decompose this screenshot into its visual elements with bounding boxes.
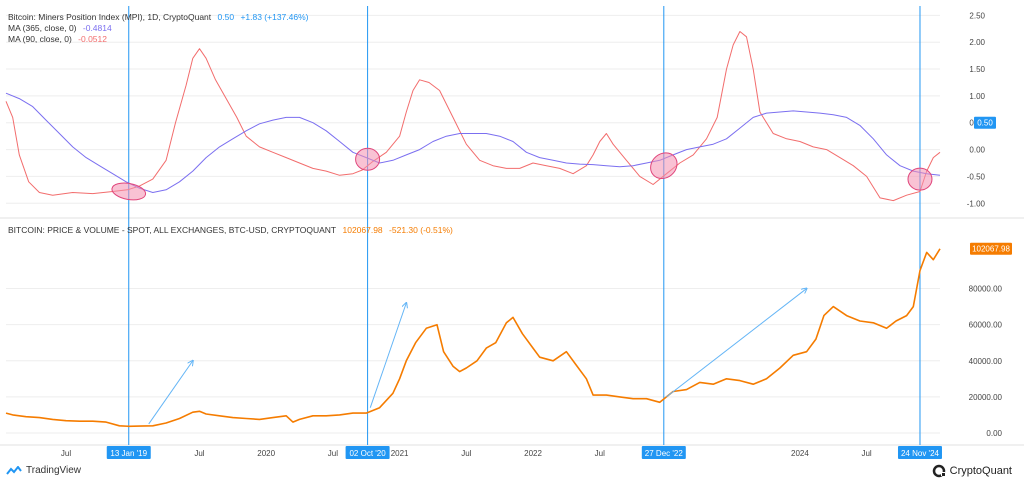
- x-tick-label: Jul: [328, 449, 338, 458]
- price-current-value-badge: [970, 242, 1012, 255]
- grid-layer: [0, 14, 1024, 446]
- annotation-arrows-layer: [148, 289, 807, 425]
- mpi-y-tick-label: -0.50: [967, 172, 986, 181]
- x-tick-label: 2021: [391, 449, 409, 458]
- highlight-circle: [355, 147, 381, 171]
- x-tick-label: Jul: [461, 449, 471, 458]
- price-y-tick-label: 80000.00: [969, 285, 1003, 294]
- highlight-circle: [111, 182, 147, 201]
- price-legend-title: BITCOIN: PRICE & VOLUME - SPOT, ALL EXCH…: [8, 225, 337, 235]
- tradingview-brand[interactable]: TradingView: [6, 465, 81, 476]
- highlight-circle: [650, 152, 678, 180]
- price-y-tick-label: 20000.00: [969, 393, 1003, 402]
- annotation-arrow: [369, 303, 406, 408]
- axis-layer: 2.50 2.00 1.50 1.00 0.50 0.00 -0.50 -1.00 80000.…: [61, 11, 1012, 459]
- date-marker-badge: [641, 446, 686, 459]
- x-tick-label: Jul: [194, 449, 204, 458]
- mpi-y-tick-label: 0.00: [969, 146, 985, 155]
- x-tick-label: 2022: [524, 449, 542, 458]
- mpi-legend-title: Bitcoin: Miners Position Index (MPI), 1D…: [8, 12, 212, 22]
- cryptoquant-brand[interactable]: CryptoQuant: [932, 464, 1012, 478]
- price-y-tick-label: 40000.00: [969, 357, 1003, 366]
- date-markers-layer: [128, 6, 921, 445]
- price-y-tick-label: 60000.00: [969, 321, 1003, 330]
- ma365-legend-value: -0.4814: [82, 23, 112, 33]
- date-marker-label: 24 Nov '24: [901, 449, 940, 458]
- mpi-y-tick-label: 2.50: [969, 11, 985, 20]
- mpi-current-value-label: 0.50: [977, 119, 993, 128]
- annotation-arrow: [148, 361, 193, 425]
- ma90-legend: MA (90, close, 0) -0.0512: [8, 34, 111, 45]
- mpi-current-value-badge: [974, 116, 996, 129]
- mpi-y-tick-label: -1.00: [967, 199, 986, 208]
- date-marker-badge: [106, 446, 151, 459]
- highlight-circle: [907, 167, 933, 191]
- mpi-y-tick-label: 1.50: [969, 65, 985, 74]
- mpi-legend-value: 0.50: [217, 12, 235, 22]
- ma90-legend-value: -0.0512: [78, 34, 107, 44]
- price-series-line: [5, 248, 941, 428]
- mpi-legend-change: +1.83 (+137.46%): [240, 12, 309, 22]
- x-tick-label: 2024: [791, 449, 809, 458]
- price-legend: BITCOIN: PRICE & VOLUME - SPOT, ALL EXCH…: [8, 225, 457, 236]
- tradingview-logo-icon: [6, 465, 22, 475]
- price-legend-value: 102067.98: [342, 225, 383, 235]
- mpi-y-tick-label: 2.00: [969, 38, 985, 47]
- mpi-y-tick-label: 1.00: [969, 92, 985, 101]
- date-marker-badge: [345, 446, 390, 459]
- date-marker-label: 02 Oct '20: [349, 449, 386, 458]
- ma365-legend-label: MA (365, close, 0): [8, 23, 77, 33]
- annotation-arrow: [666, 289, 806, 398]
- x-tick-label: Jul: [861, 449, 871, 458]
- ma90-legend-label: MA (90, close, 0): [8, 34, 72, 44]
- price-current-value-label: 102067.98: [972, 245, 1010, 254]
- x-tick-label: Jul: [595, 449, 605, 458]
- date-marker-label: 13 Jan '19: [110, 449, 147, 458]
- cryptoquant-logo-icon: [932, 464, 945, 478]
- price-legend-change: -521.30 (-0.51%): [389, 225, 453, 235]
- tradingview-brand-label: TradingView: [26, 465, 82, 476]
- mpi-legend: Bitcoin: Miners Position Index (MPI), 1D…: [8, 12, 313, 23]
- ma365-legend: MA (365, close, 0) -0.4814: [8, 23, 116, 34]
- mpi-series-line: [5, 31, 941, 202]
- cryptoquant-brand-label: CryptoQuant: [949, 465, 1012, 477]
- highlight-circles-layer: [111, 147, 933, 201]
- date-marker-label: 27 Dec '22: [645, 449, 684, 458]
- x-tick-label: Jul: [61, 449, 71, 458]
- x-tick-label: 2020: [257, 449, 275, 458]
- price-y-tick-label: 0.00: [986, 429, 1002, 438]
- mpi-series-line: [5, 92, 941, 193]
- series-layer: [5, 31, 941, 428]
- date-marker-badge: [897, 446, 942, 459]
